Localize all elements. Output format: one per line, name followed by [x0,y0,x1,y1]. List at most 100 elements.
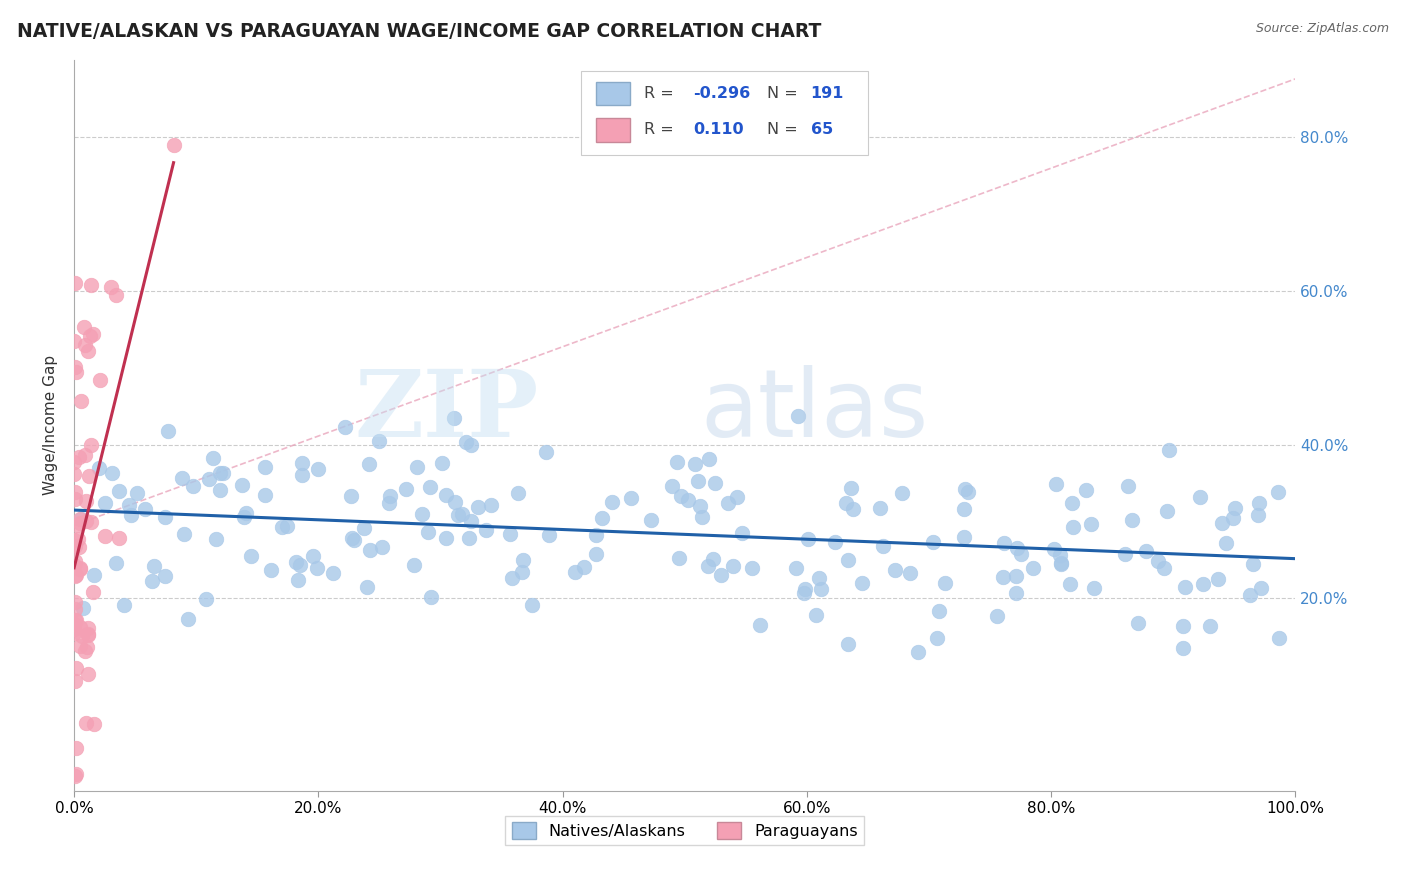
Point [748,618,770,632]
Point [77,627,100,641]
Point [378,496,401,510]
Point [676,493,699,508]
Point [1206,572,1229,586]
Point [201,450,224,465]
Point [1010,547,1032,561]
Point [302,549,325,563]
Point [209,466,232,480]
Point [153,509,176,524]
Point [63,492,86,507]
Point [63,455,86,469]
Point [536,444,558,458]
Point [890,486,912,500]
Point [77,469,100,483]
Point [100,280,122,294]
Bar [596,81,630,105]
Point [79,278,101,293]
Point [65,568,87,582]
Point [416,525,439,540]
Point [953,482,976,496]
Point [83,567,105,582]
Point [824,535,846,549]
Point [288,558,311,572]
Point [63,485,86,500]
Point [66,532,89,546]
Point [697,451,720,466]
Point [1247,508,1270,523]
Point [322,566,344,581]
Point [689,499,711,513]
Point [640,512,662,526]
Point [725,490,748,504]
Point [108,531,131,545]
Point [89,460,111,475]
Point [77,621,100,635]
Point [153,568,176,582]
Point [162,137,184,152]
Point [63,617,86,632]
Point [1157,442,1180,457]
Point [600,495,623,509]
Point [710,568,733,582]
Point [741,560,763,574]
Text: R =: R = [644,86,679,101]
Point [63,553,86,567]
FancyBboxPatch shape [581,70,868,154]
Point [406,460,429,475]
Point [65,767,87,781]
Point [1135,544,1157,558]
Point [69,511,91,525]
Point [430,456,453,470]
Text: atlas: atlas [700,365,929,457]
Point [690,510,713,524]
Point [65,613,87,627]
Point [353,521,375,535]
Point [447,508,470,522]
Point [82,585,104,599]
Point [451,507,474,521]
Point [1050,558,1073,572]
Point [209,483,232,497]
Point [359,457,381,471]
Point [260,562,283,576]
Point [75,494,97,508]
Text: N =: N = [766,86,803,101]
Point [112,598,135,612]
Point [173,527,195,541]
Point [1076,483,1098,497]
Point [499,527,522,541]
Point [572,560,595,574]
Point [94,529,117,543]
Point [1049,548,1071,562]
Point [89,373,111,387]
Point [359,543,381,558]
Point [69,516,91,530]
Point [72,600,94,615]
Text: N =: N = [766,122,803,137]
Point [1211,516,1233,530]
Point [76,667,98,681]
Point [287,573,309,587]
Point [118,498,141,512]
Point [75,716,97,731]
Point [434,531,457,545]
Text: ZIP: ZIP [354,366,538,456]
Point [83,717,105,731]
Point [82,327,104,342]
Point [105,556,128,570]
Point [475,524,498,538]
Point [76,640,98,654]
Point [79,515,101,529]
Point [79,329,101,343]
Point [793,586,815,600]
Point [786,409,808,423]
Point [957,484,980,499]
Point [1243,557,1265,571]
Point [1062,520,1084,534]
Point [479,498,502,512]
Point [1059,576,1081,591]
Point [63,568,86,582]
Point [661,479,683,493]
Text: 0.110: 0.110 [693,122,744,137]
Point [411,507,433,521]
